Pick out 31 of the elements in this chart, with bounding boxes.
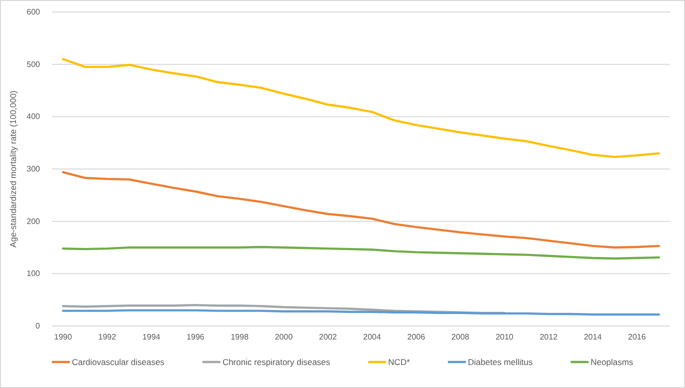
legend-label: Cardiovascular diseases [72,357,164,367]
legend-label: Neoplasms [590,357,634,367]
y-tick-label: 400 [26,112,41,122]
legend-label: Diabetes mellitus [468,357,533,367]
x-tick-label: 2008 [451,332,470,342]
legend-label: Chronic respiratory diseases [222,357,330,367]
line-series [62,58,660,158]
x-tick-label: 2004 [363,332,382,342]
line-series [62,171,660,249]
x-tick-label: 1998 [230,332,250,342]
y-axis-title: Age-standardized mortality rate (100,000) [8,90,18,248]
line-series [62,304,506,314]
x-tick-label: 1990 [54,332,72,342]
y-tick-label: 600 [26,8,41,17]
x-tick-label: 2002 [318,332,338,342]
x-tick-label: 1992 [98,332,117,342]
y-tick-label: 300 [26,164,41,174]
legend-label: NCD* [388,357,411,367]
y-tick-label: 100 [26,269,41,278]
x-tick-label: 2014 [584,332,602,342]
x-tick-label: 2006 [407,332,426,342]
y-tick-label: 200 [26,216,41,226]
y-tick-label: 0 [36,322,41,331]
x-tick-label: 2010 [496,332,514,342]
x-tick-label: 2016 [628,332,646,342]
x-tick-label: 2012 [540,332,558,342]
x-tick-label: 1996 [186,332,205,342]
x-tick-label: 1994 [142,332,161,342]
y-tick-label: 500 [26,60,41,69]
x-tick-label: 2000 [274,332,294,342]
line-series [62,246,660,260]
